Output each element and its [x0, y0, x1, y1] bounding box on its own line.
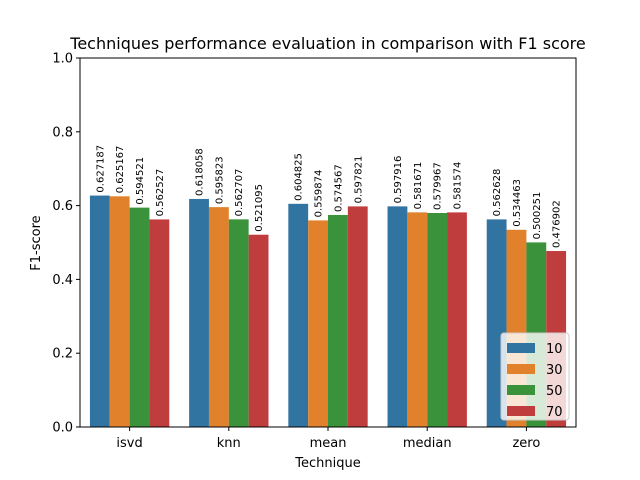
bar-mean-70: [347, 206, 368, 427]
value-label-isvd-30: 0.625167: [115, 146, 126, 194]
value-label-isvd-10: 0.627187: [95, 145, 106, 193]
legend-label-30: 30: [546, 363, 563, 378]
legend-frame: [500, 332, 570, 421]
bars-group: [89, 195, 567, 427]
y-tick-label: 0.6: [52, 199, 73, 214]
legend-label-50: 50: [546, 384, 563, 399]
bar-isvd-70: [149, 219, 170, 427]
bar-isvd-30: [109, 196, 130, 427]
value-label-mean-30: 0.559874: [314, 170, 325, 218]
y-tick-label: 0.0: [52, 421, 73, 436]
value-label-isvd-50: 0.594521: [135, 157, 146, 205]
legend-label-10: 10: [546, 342, 563, 357]
bar-median-30: [407, 212, 428, 427]
value-label-knn-10: 0.618058: [195, 148, 206, 196]
legend-swatch-50: [507, 385, 535, 395]
x-tick-label-knn: knn: [217, 436, 241, 451]
value-label-median-10: 0.597916: [393, 156, 404, 204]
value-label-median-70: 0.581574: [452, 162, 463, 210]
value-label-knn-50: 0.562707: [234, 169, 245, 217]
y-tick-label: 0.4: [52, 273, 73, 288]
legend-label-70: 70: [546, 405, 563, 420]
bar-knn-70: [248, 234, 269, 427]
bar-isvd-50: [129, 207, 150, 427]
bar-mean-10: [288, 203, 309, 427]
value-label-isvd-70: 0.562527: [155, 169, 166, 217]
value-label-median-30: 0.581671: [413, 162, 424, 210]
value-label-knn-30: 0.595823: [214, 156, 225, 204]
bar-median-50: [427, 212, 448, 427]
legend-swatch-30: [507, 364, 535, 374]
chart-title: Techniques performance evaluation in com…: [69, 34, 585, 53]
y-tick-label: 1.0: [52, 52, 73, 67]
y-axis-label: F1-score: [29, 215, 44, 270]
x-axis: isvd knn mean median zero: [116, 427, 540, 451]
value-label-zero-10: 0.562628: [492, 169, 503, 217]
legend-swatch-10: [507, 343, 535, 353]
x-tick-label-median: median: [403, 436, 452, 451]
bar-knn-10: [189, 198, 209, 427]
x-tick-label-isvd: isvd: [116, 436, 142, 451]
y-axis: 0.0 0.2 0.4 0.6 0.8 1.0: [52, 52, 80, 436]
x-tick-label-zero: zero: [512, 436, 540, 451]
value-label-zero-50: 0.500251: [532, 192, 543, 240]
value-label-zero-30: 0.534463: [512, 179, 523, 227]
bar-median-10: [387, 206, 408, 427]
bar-knn-30: [208, 207, 229, 427]
value-label-median-50: 0.579967: [433, 162, 444, 210]
value-label-mean-70: 0.597821: [353, 156, 364, 204]
value-label-knn-70: 0.521095: [254, 184, 265, 232]
legend: 10 30 50 70: [500, 332, 570, 421]
value-label-mean-10: 0.604825: [294, 153, 305, 201]
legend-swatch-70: [507, 406, 535, 416]
value-label-mean-50: 0.574567: [333, 164, 344, 212]
y-tick-label: 0.8: [52, 125, 73, 140]
bar-median-70: [447, 212, 467, 427]
bar-knn-50: [228, 219, 249, 427]
bar-isvd-10: [89, 195, 110, 427]
bar-mean-50: [328, 214, 348, 427]
value-labels-group: 0.627187 0.618058 0.604825 0.597916 0.562628…: [95, 145, 562, 248]
bar-mean-30: [308, 220, 328, 427]
x-axis-label: Technique: [294, 456, 360, 471]
x-tick-label-mean: mean: [310, 436, 347, 451]
plot-frame: [79, 57, 577, 428]
value-label-zero-70: 0.476902: [552, 200, 563, 248]
y-tick-label: 0.2: [52, 347, 73, 362]
